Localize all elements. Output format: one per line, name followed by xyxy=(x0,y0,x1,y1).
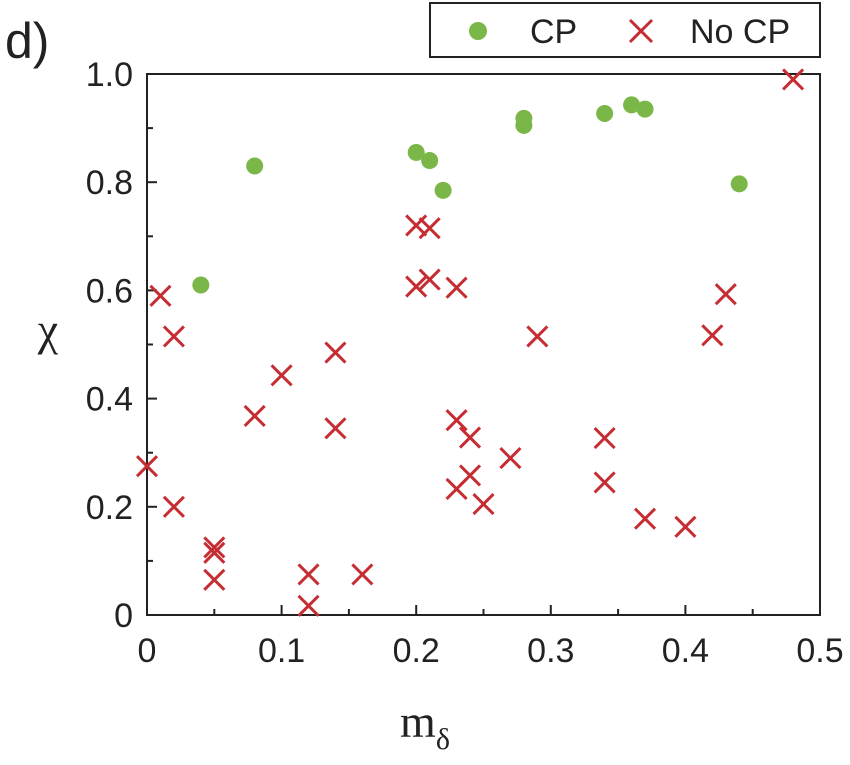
no-cp-point xyxy=(445,276,468,299)
legend-box xyxy=(429,2,821,58)
cp-point xyxy=(421,152,439,170)
y-tick-label: 0.2 xyxy=(86,489,133,527)
no-cp-point xyxy=(405,275,428,298)
legend-no-cp-marker xyxy=(628,18,654,44)
data-marks xyxy=(135,68,805,617)
no-cp-point xyxy=(135,455,159,478)
legend-no-cp-label: No CP xyxy=(690,13,790,51)
x-tick-label: 0 xyxy=(138,632,157,670)
cp-point xyxy=(192,276,210,294)
no-cp-point xyxy=(297,563,320,586)
y-tick-label: 0.8 xyxy=(86,164,133,202)
x-tick-labels: 0 0.1 0.2 0.3 0.4 0.5 xyxy=(138,632,844,670)
no-cp-point xyxy=(270,364,293,387)
panel-label: d) xyxy=(5,13,49,69)
x-tick-label: 0.5 xyxy=(796,632,843,670)
y-tick-label: 1.0 xyxy=(86,56,133,94)
y-tick-label: 0 xyxy=(114,597,133,635)
no-cp-point xyxy=(418,268,441,291)
no-cp-point xyxy=(458,464,482,487)
axes xyxy=(146,73,821,616)
no-cp-point xyxy=(162,325,185,348)
no-cp-point xyxy=(472,493,495,516)
no-cp-point xyxy=(499,447,522,470)
no-cp-point xyxy=(593,471,616,494)
no-cp-point xyxy=(405,214,428,237)
cp-point xyxy=(623,96,641,114)
x-tick-label: 0.2 xyxy=(393,632,440,670)
no-cp-point xyxy=(203,568,226,591)
no-cp-point xyxy=(162,495,185,518)
no-cp-point xyxy=(714,283,737,306)
x-axis-label: mδ xyxy=(400,696,450,756)
no-cp-point xyxy=(149,284,172,307)
x-tick-label: 0.4 xyxy=(662,632,709,670)
no-cp-point xyxy=(674,515,697,538)
no-cp-point xyxy=(782,68,805,91)
no-cp-point xyxy=(297,594,320,617)
cp-point xyxy=(515,109,533,127)
y-axis-label: χ xyxy=(37,304,59,355)
y-tick-label: 0.6 xyxy=(86,272,133,310)
x-tick-label: 0.3 xyxy=(527,632,574,670)
plot-frame xyxy=(146,73,821,616)
no-cp-point xyxy=(445,409,468,432)
no-cp-point xyxy=(418,217,441,240)
no-cp-point xyxy=(324,341,347,364)
cp-point xyxy=(246,157,264,175)
no-cp-point xyxy=(324,417,347,440)
cp-point xyxy=(636,100,654,118)
no-cp-point xyxy=(203,536,226,559)
no-cp-point xyxy=(526,325,549,348)
no-cp-point xyxy=(243,404,266,427)
no-cp-point xyxy=(633,507,657,530)
legend-cp-marker xyxy=(469,22,487,40)
no-cp-point xyxy=(351,563,374,586)
cp-point xyxy=(596,104,614,122)
y-tick-label: 0.4 xyxy=(86,381,133,419)
x-tick-label: 0.1 xyxy=(258,632,305,670)
no-cp-point xyxy=(458,426,482,449)
y-tick-labels: 0 0.2 0.4 0.6 0.8 1.0 xyxy=(86,56,133,635)
legend: CP No CP xyxy=(429,2,821,58)
cp-point xyxy=(407,143,425,161)
legend-cp-label: CP xyxy=(530,13,577,51)
cp-point xyxy=(434,181,452,199)
cp-point xyxy=(730,175,748,193)
no-cp-point xyxy=(593,427,616,450)
no-cp-point xyxy=(701,324,724,347)
no-cp-point xyxy=(203,541,226,564)
